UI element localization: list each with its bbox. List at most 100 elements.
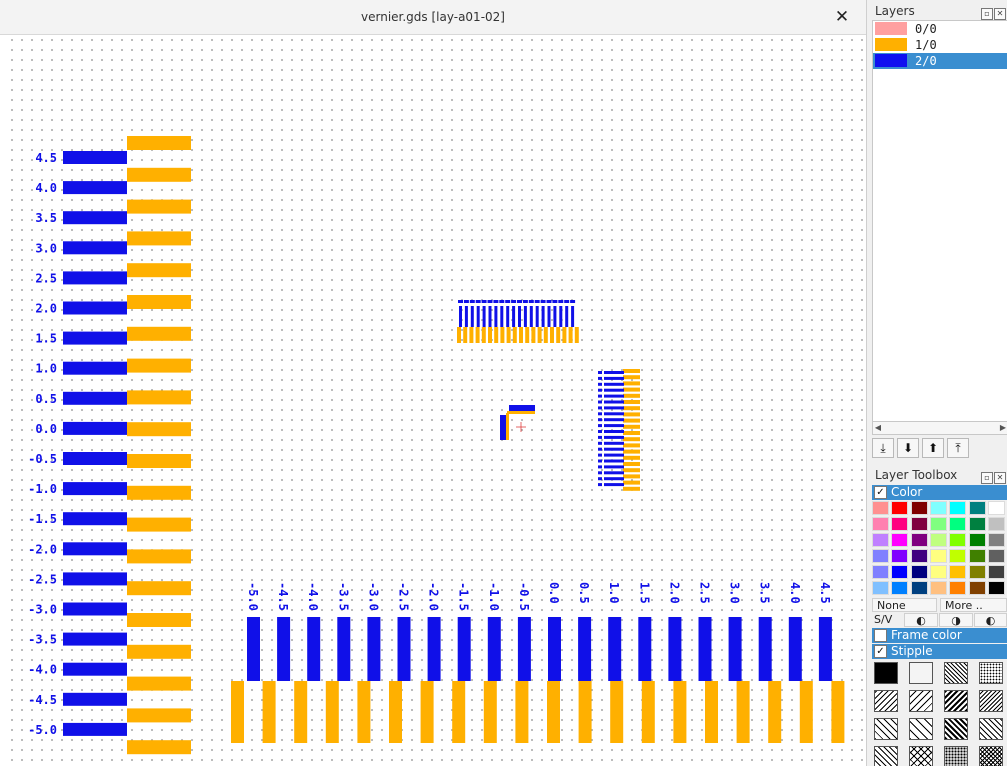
- palette-color-cell[interactable]: [949, 565, 967, 579]
- palette-color-cell[interactable]: [968, 565, 986, 579]
- small-vernier-orange-bar: [623, 424, 640, 429]
- stipple-pattern-cell[interactable]: [979, 718, 1003, 740]
- palette-color-cell[interactable]: [910, 533, 928, 547]
- move-down-icon[interactable]: ⬇: [897, 438, 919, 458]
- stipple-toggle[interactable]: ✓ Stipple: [872, 644, 1007, 659]
- move-top-icon[interactable]: ⤒: [947, 438, 969, 458]
- layer-nav-buttons: ⤓ ⬇ ⬆ ⤒: [872, 438, 972, 458]
- palette-color-cell[interactable]: [929, 549, 947, 563]
- palette-color-cell[interactable]: [987, 549, 1005, 563]
- palette-color-cell[interactable]: [872, 565, 889, 579]
- palette-color-cell[interactable]: [968, 501, 986, 515]
- stipple-pattern-cell[interactable]: [909, 718, 933, 740]
- palette-color-cell[interactable]: [968, 581, 986, 595]
- layer-list-scrollbar[interactable]: ◀ ▶: [872, 421, 1007, 435]
- palette-color-cell[interactable]: [872, 501, 889, 515]
- scroll-right-icon[interactable]: ▶: [999, 423, 1007, 432]
- vernier-orange-bar: [127, 390, 191, 405]
- palette-color-cell[interactable]: [968, 549, 986, 563]
- palette-color-cell[interactable]: [872, 549, 889, 563]
- palette-color-cell[interactable]: [949, 549, 967, 563]
- more-colors-button[interactable]: More ..: [940, 598, 1007, 612]
- stipple-pattern-cell[interactable]: [944, 662, 968, 684]
- palette-color-cell[interactable]: [929, 517, 947, 531]
- darker-icon[interactable]: ◐: [904, 613, 938, 627]
- lighter-icon[interactable]: ◐: [974, 613, 1007, 627]
- palette-color-cell[interactable]: [987, 501, 1005, 515]
- stipple-pattern-cell[interactable]: [909, 746, 933, 766]
- layout-canvas[interactable]: 4.5 4.0 3.5 3.0 2.5 2.0 1.5 1.0 0.5 0.0 -0.5 -1.0 -1…: [7, 35, 864, 766]
- palette-color-cell[interactable]: [968, 517, 986, 531]
- vernier-bottom-label: -0.5: [517, 582, 531, 611]
- palette-color-cell[interactable]: [872, 517, 889, 531]
- palette-color-cell[interactable]: [891, 533, 909, 547]
- checkbox-icon[interactable]: ✓: [874, 486, 887, 499]
- stipple-pattern-cell[interactable]: [979, 690, 1003, 712]
- stipple-pattern-cell[interactable]: [874, 746, 898, 766]
- layer-row[interactable]: 0/0: [873, 21, 1007, 37]
- small-vernier-orange-bar: [623, 393, 640, 398]
- palette-color-cell[interactable]: [910, 501, 928, 515]
- palette-color-cell[interactable]: [929, 581, 947, 595]
- palette-color-cell[interactable]: [987, 533, 1005, 547]
- small-vernier-label-mark: [598, 371, 602, 374]
- stipple-pattern-cell[interactable]: [944, 718, 968, 740]
- palette-color-cell[interactable]: [929, 501, 947, 515]
- stipple-pattern-cell[interactable]: [944, 690, 968, 712]
- float-icon[interactable]: ▫: [981, 472, 993, 484]
- stipple-pattern-cell[interactable]: [909, 690, 933, 712]
- stipple-pattern-cell[interactable]: [979, 746, 1003, 766]
- neutral-icon[interactable]: ◑: [939, 613, 973, 627]
- palette-color-cell[interactable]: [987, 517, 1005, 531]
- palette-color-cell[interactable]: [891, 501, 909, 515]
- palette-color-cell[interactable]: [987, 581, 1005, 595]
- small-vernier-label-mark: [598, 435, 602, 439]
- stipple-pattern-cell[interactable]: [874, 690, 898, 712]
- none-button[interactable]: None: [872, 598, 937, 612]
- vernier-blue-bar: [63, 211, 127, 225]
- palette-color-cell[interactable]: [891, 549, 909, 563]
- small-vernier-orange-bar: [556, 327, 561, 343]
- palette-color-cell[interactable]: [872, 533, 889, 547]
- palette-color-cell[interactable]: [929, 533, 947, 547]
- vernier-orange-bar: [736, 681, 750, 743]
- stipple-pattern-cell[interactable]: [909, 662, 933, 684]
- move-bottom-icon[interactable]: ⤓: [872, 438, 894, 458]
- stipple-pattern-cell[interactable]: [944, 746, 968, 766]
- layer-name: 1/0: [915, 38, 937, 52]
- palette-color-cell[interactable]: [949, 501, 967, 515]
- float-icon[interactable]: ▫: [981, 8, 993, 20]
- palette-color-cell[interactable]: [949, 581, 967, 595]
- stipple-pattern-cell[interactable]: [874, 662, 898, 684]
- palette-color-cell[interactable]: [949, 533, 967, 547]
- color-section-toggle[interactable]: ✓ Color: [872, 485, 1007, 500]
- layer-row[interactable]: 2/0: [873, 53, 1007, 69]
- stipple-pattern-cell[interactable]: [979, 662, 1003, 684]
- palette-color-cell[interactable]: [910, 549, 928, 563]
- palette-color-cell[interactable]: [910, 581, 928, 595]
- checkbox-icon[interactable]: ✓: [874, 645, 887, 658]
- stipple-pattern-cell[interactable]: [874, 718, 898, 740]
- palette-color-cell[interactable]: [891, 581, 909, 595]
- vernier-bottom-label: 4.5: [818, 582, 832, 604]
- close-icon[interactable]: ✕: [834, 7, 850, 27]
- palette-color-cell[interactable]: [910, 565, 928, 579]
- move-up-icon[interactable]: ⬆: [922, 438, 944, 458]
- layer-row[interactable]: 1/0: [873, 37, 1007, 53]
- palette-color-cell[interactable]: [910, 517, 928, 531]
- scroll-left-icon[interactable]: ◀: [874, 423, 882, 432]
- palette-color-cell[interactable]: [987, 565, 1005, 579]
- palette-color-cell[interactable]: [929, 565, 947, 579]
- palette-color-cell[interactable]: [891, 565, 909, 579]
- palette-color-cell[interactable]: [891, 517, 909, 531]
- frame-color-toggle[interactable]: Frame color: [872, 628, 1007, 643]
- palette-color-cell[interactable]: [949, 517, 967, 531]
- layer-list[interactable]: 0/0 1/0 2/0: [872, 20, 1007, 423]
- checkbox-icon[interactable]: [874, 629, 887, 642]
- close-panel-icon[interactable]: ✕: [994, 472, 1006, 484]
- close-panel-icon[interactable]: ✕: [994, 8, 1006, 20]
- vernier-orange-bar: [420, 681, 434, 743]
- palette-color-cell[interactable]: [968, 533, 986, 547]
- vernier-blue-bar: [337, 617, 351, 681]
- palette-color-cell[interactable]: [872, 581, 889, 595]
